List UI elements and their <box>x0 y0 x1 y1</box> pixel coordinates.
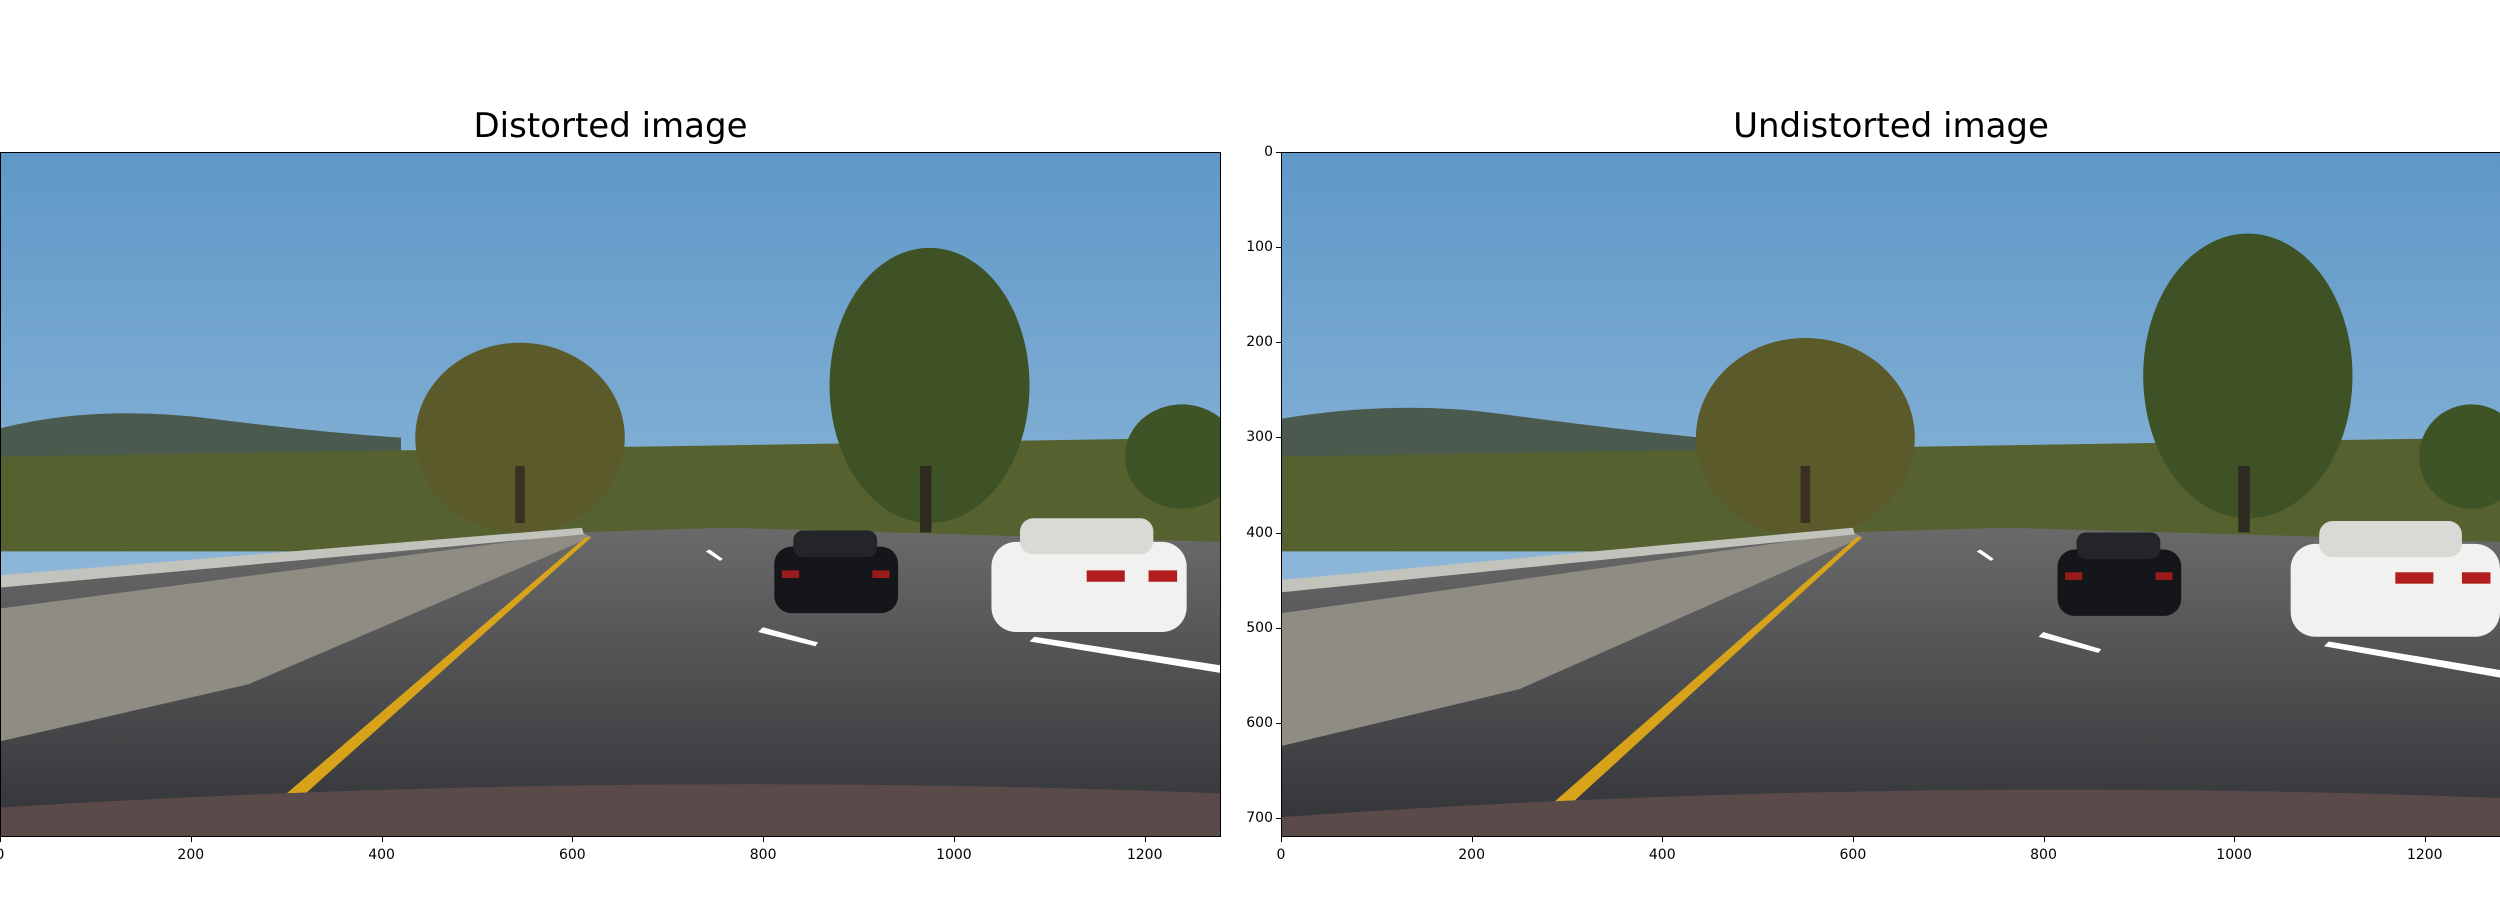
x-tick-mark-distorted <box>190 837 192 842</box>
y-tick-label-undistorted: 600 <box>1246 714 1273 731</box>
x-tick-mark-distorted <box>0 837 1 842</box>
x-tick-label-distorted: 200 <box>177 847 205 863</box>
tree-left <box>1695 337 1915 538</box>
x-tick-label-distorted: 400 <box>368 847 395 863</box>
y-tick-mark-undistorted <box>1276 437 1281 439</box>
x-tick-mark-distorted <box>953 837 955 842</box>
hood <box>1282 789 2500 836</box>
y-tick-label-undistorted: 500 <box>1246 619 1273 636</box>
x-tick-label-distorted: 1000 <box>936 847 972 863</box>
y-tick-mark-undistorted <box>1276 152 1281 153</box>
car-black <box>774 530 899 614</box>
panel-title-distorted: Distorted image <box>473 106 748 146</box>
y-tick-mark-undistorted <box>1276 342 1281 344</box>
lane-line-yellow <box>1553 537 1863 803</box>
y-tick-mark-undistorted <box>1276 247 1281 249</box>
barrier <box>1282 532 1863 746</box>
undistorted-image <box>1281 152 2500 837</box>
x-tick-label-undistorted: 0 <box>1276 847 1286 863</box>
x-tick-label-distorted: 600 <box>558 847 586 863</box>
tree-left <box>415 342 625 533</box>
x-tick-mark-undistorted <box>1281 837 1282 842</box>
x-tick-label-undistorted: 600 <box>1839 847 1867 863</box>
y-tick-label-undistorted: 200 <box>1246 334 1273 351</box>
x-tick-mark-undistorted <box>2043 837 2045 842</box>
y-tick-label-undistorted: 400 <box>1246 524 1273 541</box>
x-tick-mark-distorted <box>572 837 574 842</box>
x-tick-label-distorted: 800 <box>749 847 777 863</box>
x-tick-label-undistorted: 1000 <box>2216 847 2252 863</box>
y-tick-mark-undistorted <box>1276 722 1281 724</box>
x-tick-mark-undistorted <box>1471 837 1473 842</box>
x-tick-label-undistorted: 1200 <box>2406 847 2443 863</box>
x-tick-label-undistorted: 200 <box>1458 847 1485 863</box>
distorted-image <box>0 152 1221 837</box>
y-tick-label-undistorted: 700 <box>1246 809 1273 826</box>
panel-title-undistorted: Undistorted image <box>1733 106 2049 146</box>
tree-right <box>2143 233 2353 519</box>
x-tick-mark-undistorted <box>1852 837 1854 842</box>
x-tick-label-undistorted: 800 <box>2030 847 2057 863</box>
y-tick-mark-undistorted <box>1276 817 1281 819</box>
x-tick-mark-distorted <box>1144 837 1146 842</box>
hood <box>1 784 1220 836</box>
car-white <box>991 518 1187 633</box>
y-tick-label-undistorted: 0 <box>1264 144 1273 160</box>
car-black <box>2057 532 2182 616</box>
x-tick-mark-undistorted <box>2424 837 2426 842</box>
y-tick-mark-undistorted <box>1276 532 1281 534</box>
x-tick-label-distorted: 0 <box>0 848 4 862</box>
x-tick-mark-distorted <box>381 837 383 842</box>
x-tick-mark-undistorted <box>1662 837 1664 842</box>
x-tick-mark-undistorted <box>2234 837 2236 842</box>
y-tick-label-undistorted: 100 <box>1246 239 1273 256</box>
y-tick-label-undistorted: 300 <box>1246 429 1273 446</box>
x-tick-label-distorted: 1200 <box>1126 847 1163 863</box>
tree-right <box>829 247 1030 523</box>
x-tick-mark-distorted <box>763 837 765 842</box>
lane-line-yellow <box>286 537 592 794</box>
car-white <box>2290 521 2500 637</box>
x-tick-label-undistorted: 400 <box>1648 847 1676 863</box>
y-tick-mark-undistorted <box>1276 627 1281 629</box>
barrier <box>1 532 592 742</box>
